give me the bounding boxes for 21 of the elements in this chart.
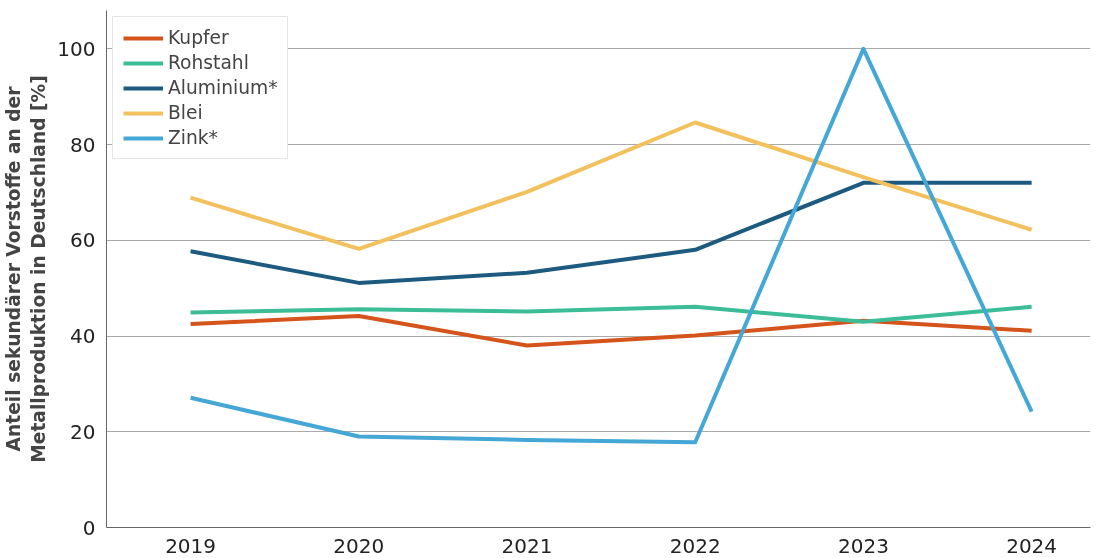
legend-label: Zink* [168,127,218,148]
x-tick-label: 2024 [1006,533,1058,558]
y-tick-label: 0 [82,515,96,540]
x-tick-label: 2023 [837,533,889,558]
legend-label: Kupfer [168,27,229,48]
line-series [188,313,1034,348]
x-tick-label: 2020 [333,533,385,558]
x-tick-label: 2022 [669,533,721,558]
legend-label: Blei [168,102,203,123]
line-series [188,304,1034,324]
x-tick-label: 2021 [501,533,553,558]
legend-label: Rohstahl [168,52,249,73]
line-series [188,180,1034,285]
x-tick-label: 2019 [165,533,217,558]
y-tick-label: 20 [70,419,96,444]
y-tick-label: 100 [57,36,96,61]
y-tick-label: 80 [70,132,96,157]
legend-label: Aluminium* [168,77,278,98]
y-axis-title: Anteil sekundärer Vorstoffe an der Metallproduktion in Deutschland [%] [3,75,50,463]
y-tick-label: 60 [70,228,96,253]
y-tick-label: 40 [70,324,96,349]
